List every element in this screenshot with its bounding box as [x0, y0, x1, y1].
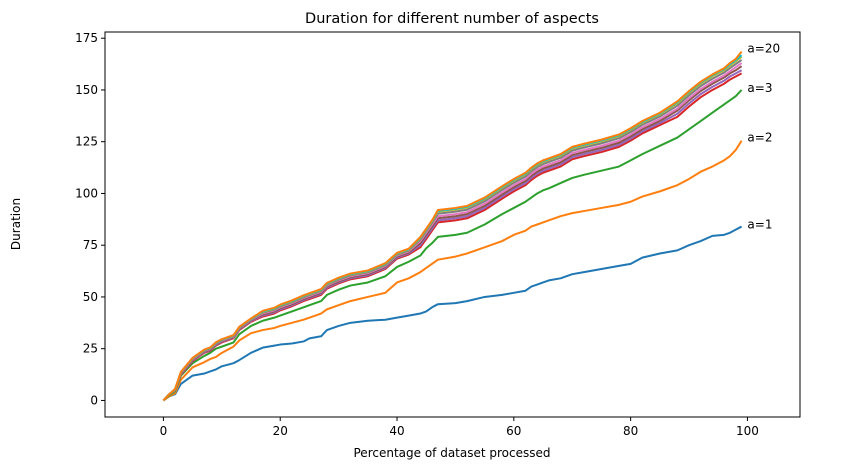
series-label: a=1 — [747, 218, 772, 232]
x-tick-label: 40 — [389, 424, 404, 438]
series-labels: a=20 a=3 a=2 a=1 — [747, 42, 780, 232]
x-tick-label: 20 — [273, 424, 288, 438]
series-line-8 — [162, 59, 743, 402]
y-axis-ticks: 0 25 50 75 100 125 150 175 — [75, 31, 105, 407]
chart-title: Duration for different number of aspects — [305, 11, 599, 27]
plot-frame — [104, 31, 801, 418]
series-line-1 — [162, 225, 743, 402]
series-line-3 — [162, 89, 743, 402]
x-tick-label: 100 — [736, 424, 759, 438]
y-tick-label: 175 — [75, 31, 98, 45]
y-tick-label: 0 — [90, 393, 98, 407]
series-line-2 — [162, 140, 743, 402]
y-tick-label: 50 — [83, 290, 98, 304]
y-tick-label: 25 — [83, 342, 98, 356]
x-tick-label: 60 — [506, 424, 521, 438]
series-line-7 — [162, 62, 743, 402]
series-line-11 — [162, 51, 743, 402]
y-axis-title: Duration — [9, 198, 23, 250]
x-tick-label: 80 — [623, 424, 638, 438]
x-tick-label: 0 — [160, 424, 168, 438]
plot-area — [162, 51, 743, 402]
series-line-9 — [162, 56, 743, 402]
y-tick-label: 125 — [75, 135, 98, 149]
series-label: a=3 — [747, 81, 772, 95]
series-label: a=20 — [747, 42, 780, 56]
series-label: a=2 — [747, 131, 772, 145]
series-line-10 — [162, 54, 743, 402]
y-tick-label: 150 — [75, 83, 98, 97]
x-axis-title: Percentage of dataset processed — [354, 446, 551, 460]
y-tick-label: 75 — [83, 238, 98, 252]
y-tick-label: 100 — [75, 186, 98, 200]
x-axis-ticks: 0 20 40 60 80 100 — [160, 417, 759, 438]
